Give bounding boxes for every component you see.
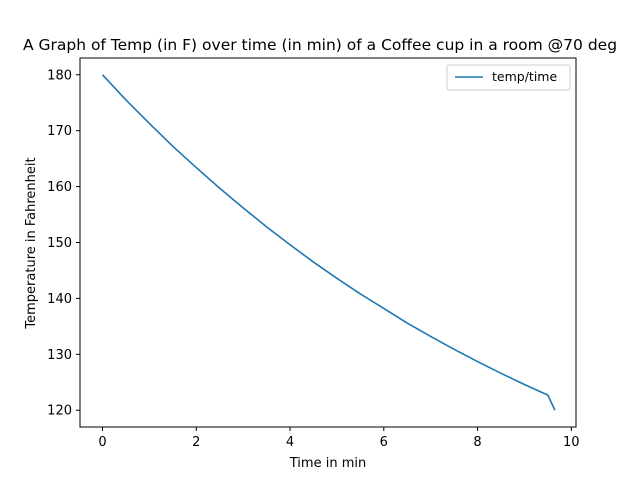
- plot-area: [79, 57, 577, 428]
- y-axis-label: Temperature in Fahrenheit: [24, 157, 39, 329]
- y-tick-label: 140: [47, 292, 72, 307]
- y-tick-label: 120: [47, 404, 72, 419]
- y-axis: 120 130 140 150 160 170 180: [47, 68, 80, 419]
- legend: temp/time: [446, 64, 571, 91]
- y-tick-label: 150: [47, 236, 72, 251]
- x-axis: 0 2 4 6 8 10: [98, 427, 580, 450]
- plot-frame: [79, 57, 577, 428]
- legend-label: temp/time: [492, 69, 557, 84]
- y-tick-label: 180: [47, 68, 72, 83]
- legend-box: [446, 64, 571, 91]
- x-tick-label: 0: [98, 435, 106, 450]
- x-tick-label: 8: [473, 435, 481, 450]
- x-tick-label: 10: [563, 435, 580, 450]
- x-tick-label: 2: [192, 435, 200, 450]
- x-tick-label: 4: [286, 435, 294, 450]
- chart-title: A Graph of Temp (in F) over time (in min…: [23, 36, 617, 54]
- series-layer: [101, 74, 556, 411]
- x-axis-label: Time in min: [289, 456, 366, 471]
- series-line: [101, 74, 556, 411]
- x-tick-label: 6: [380, 435, 388, 450]
- y-tick-label: 130: [47, 348, 72, 363]
- y-tick-label: 170: [47, 124, 72, 139]
- y-tick-label: 160: [47, 180, 72, 195]
